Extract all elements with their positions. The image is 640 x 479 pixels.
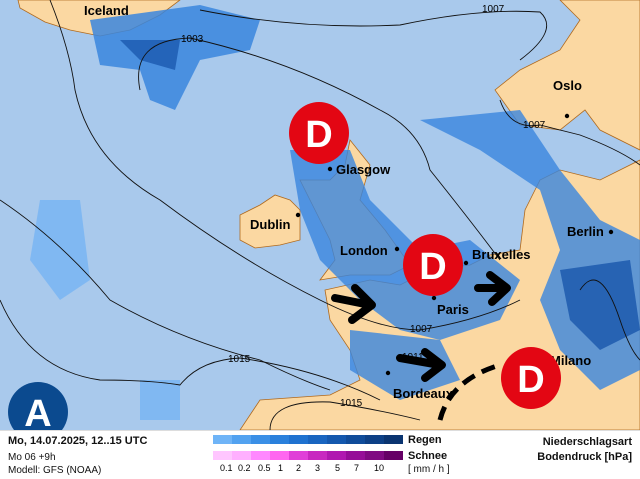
rain-swatch <box>384 435 403 444</box>
snow-swatch <box>384 451 403 460</box>
scale-tick: 3 <box>315 463 321 473</box>
scale-tick: 0.1 <box>220 463 233 473</box>
label-paris: Paris <box>437 302 469 317</box>
label-berlin: Berlin <box>567 224 604 239</box>
scale-tick: 2 <box>296 463 302 473</box>
isobar-label: 1007 <box>482 4 505 15</box>
high-pressure-marker: A <box>8 382 68 430</box>
low-symbol: D <box>517 359 544 401</box>
rain-swatch <box>270 435 289 444</box>
high-symbol: A <box>24 393 51 430</box>
precipitation <box>30 5 640 420</box>
label-bordeaux: Bordeaux <box>393 386 454 401</box>
scale-tick: 7 <box>354 463 360 473</box>
snow-swatch <box>232 451 251 460</box>
snow-swatch <box>289 451 308 460</box>
rain-swatch <box>365 435 384 444</box>
unit-label: [ mm / h ] <box>408 464 450 475</box>
label-dublin: Dublin <box>250 217 290 232</box>
wind-arrows <box>331 271 511 382</box>
isobar-label: 1003 <box>181 34 204 45</box>
label-glasgow: Glasgow <box>336 162 391 177</box>
legend-title-pressure: Bodendruck [hPa] <box>537 451 632 463</box>
trough-line <box>437 362 501 421</box>
legend-title-precip-type: Niederschlagsart <box>542 436 632 448</box>
rain-swatch <box>251 435 270 444</box>
snow-swatch <box>365 451 384 460</box>
isobar-label: 1007 <box>410 324 433 335</box>
isobar-label: 1015 <box>340 398 363 409</box>
scale-tick: 1 <box>278 463 284 473</box>
snow-swatch <box>270 451 289 460</box>
snow-swatch <box>308 451 327 460</box>
snow-label: Schnee <box>408 450 448 462</box>
snow-color-scale <box>213 451 403 460</box>
isobar-label: 1007 <box>523 120 546 131</box>
low-symbol: D <box>305 114 332 156</box>
label-bruxelles: Bruxelles <box>472 247 531 262</box>
isobars <box>0 0 640 430</box>
rain-swatch <box>346 435 365 444</box>
rain-swatch <box>327 435 346 444</box>
rain-color-scale <box>213 435 403 444</box>
scale-tick: 0.2 <box>238 463 251 473</box>
model-name: Modell: GFS (NOAA) <box>8 465 102 476</box>
scale-tick: 5 <box>335 463 341 473</box>
isobar-label: 1015 <box>228 354 251 365</box>
label-milano: Milano <box>550 353 591 368</box>
legend: Mo, 14.07.2025, 12..15 UTC Mo 06 +9h Mod… <box>0 430 640 479</box>
label-iceland: Iceland <box>84 3 129 18</box>
snow-swatch <box>251 451 270 460</box>
forecast-datetime: Mo, 14.07.2025, 12..15 UTC <box>8 435 148 447</box>
rain-swatch <box>232 435 251 444</box>
cities: Iceland Oslo Glasgow Dublin London Bruxe… <box>84 3 614 401</box>
weather-map: 1007 1003 1007 1007 1015 1015 1011 Icela… <box>0 0 640 430</box>
scale-tick: 0.5 <box>258 463 271 473</box>
low-symbol: D <box>419 246 446 288</box>
model-run: Mo 06 +9h <box>8 452 56 463</box>
low-pressure-markers: D D D <box>289 102 561 409</box>
scale-tick: 10 <box>374 463 385 473</box>
rain-swatch <box>213 435 232 444</box>
label-london: London <box>340 243 388 258</box>
snow-swatch <box>346 451 365 460</box>
rain-swatch <box>308 435 327 444</box>
rain-swatch <box>289 435 308 444</box>
rain-label: Regen <box>408 434 442 446</box>
snow-swatch <box>327 451 346 460</box>
label-oslo: Oslo <box>553 78 582 93</box>
snow-swatch <box>213 451 232 460</box>
